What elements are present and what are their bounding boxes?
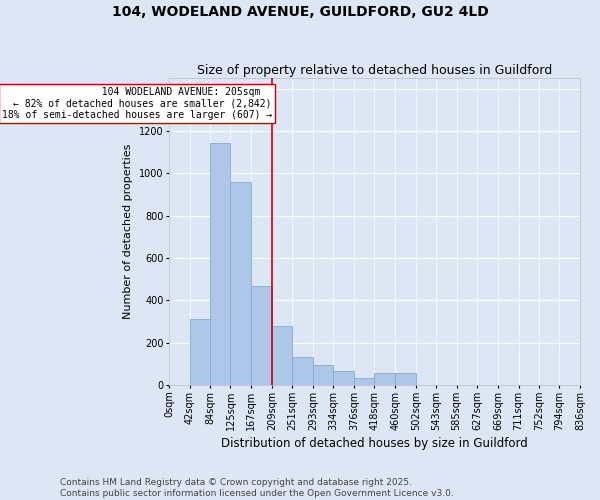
Bar <box>292 358 313 385</box>
Bar <box>333 370 354 385</box>
Bar <box>313 365 333 385</box>
Text: 104 WODELAND AVENUE: 205sqm  
← 82% of detached houses are smaller (2,842)
18% o: 104 WODELAND AVENUE: 205sqm ← 82% of det… <box>1 86 272 120</box>
Title: Size of property relative to detached houses in Guildford: Size of property relative to detached ho… <box>197 64 552 77</box>
Y-axis label: Number of detached properties: Number of detached properties <box>123 144 133 320</box>
Bar <box>374 374 395 385</box>
Bar <box>210 143 230 385</box>
Bar <box>230 182 251 385</box>
Text: 104, WODELAND AVENUE, GUILDFORD, GU2 4LD: 104, WODELAND AVENUE, GUILDFORD, GU2 4LD <box>112 5 488 19</box>
Bar <box>354 378 374 385</box>
Bar <box>395 374 416 385</box>
Bar <box>190 319 210 385</box>
Bar <box>251 286 272 385</box>
Text: Contains HM Land Registry data © Crown copyright and database right 2025.
Contai: Contains HM Land Registry data © Crown c… <box>60 478 454 498</box>
X-axis label: Distribution of detached houses by size in Guildford: Distribution of detached houses by size … <box>221 437 528 450</box>
Bar <box>272 326 292 385</box>
